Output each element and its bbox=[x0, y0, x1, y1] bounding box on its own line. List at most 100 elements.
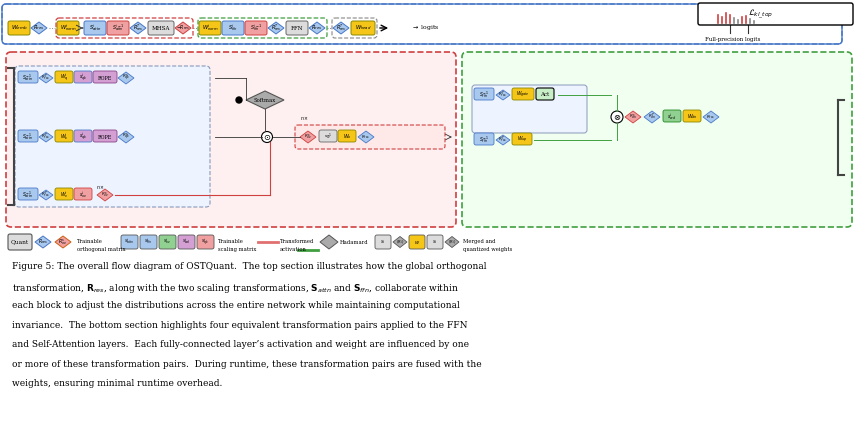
Text: orthogonal matrix: orthogonal matrix bbox=[77, 247, 126, 252]
Text: Act: Act bbox=[540, 92, 550, 98]
FancyBboxPatch shape bbox=[427, 235, 443, 249]
FancyBboxPatch shape bbox=[375, 235, 391, 249]
FancyBboxPatch shape bbox=[15, 66, 210, 207]
Text: $W_{norm}^i$: $W_{norm}^i$ bbox=[201, 23, 218, 34]
Text: $W_q^i$: $W_q^i$ bbox=[59, 72, 68, 84]
Text: $S_{attn}^{i-1}$: $S_{attn}^{i-1}$ bbox=[112, 23, 124, 34]
Text: $R_{qk}^s$: $R_{qk}^s$ bbox=[122, 73, 130, 83]
Text: $S_{attn}^{-1}$: $S_{attn}^{-1}$ bbox=[22, 132, 34, 143]
Polygon shape bbox=[130, 22, 146, 34]
FancyBboxPatch shape bbox=[57, 21, 79, 35]
Text: $R_{ov}^s$: $R_{ov}^s$ bbox=[304, 133, 312, 141]
FancyBboxPatch shape bbox=[8, 234, 32, 250]
Text: $R_{res}$: $R_{res}$ bbox=[34, 24, 45, 32]
Text: $R_{dn}^s$: $R_{dn}^s$ bbox=[629, 112, 637, 122]
FancyBboxPatch shape bbox=[512, 88, 534, 100]
Polygon shape bbox=[97, 189, 113, 201]
Text: weights, ensuring minimal runtime overhead.: weights, ensuring minimal runtime overhe… bbox=[12, 379, 223, 388]
Text: $W_o$: $W_o$ bbox=[342, 133, 352, 141]
Text: scaling matrix: scaling matrix bbox=[218, 247, 256, 252]
Polygon shape bbox=[703, 111, 719, 123]
Polygon shape bbox=[35, 236, 51, 248]
Polygon shape bbox=[309, 22, 325, 34]
Text: $s_{wd}^i$: $s_{wd}^i$ bbox=[667, 112, 677, 123]
Text: $S_{attn}^{-1}$: $S_{attn}^{-1}$ bbox=[22, 73, 34, 83]
Text: ROPE: ROPE bbox=[98, 75, 112, 81]
Text: $S_{qk}^i$: $S_{qk}^i$ bbox=[201, 236, 209, 248]
FancyBboxPatch shape bbox=[663, 110, 681, 122]
Text: Trainable: Trainable bbox=[218, 239, 244, 244]
Text: $S_{attn}^i$: $S_{attn}^i$ bbox=[89, 23, 101, 34]
Text: transformation, $\mathbf{R}_{res}$, along with the two scaling transformations, : transformation, $\mathbf{R}_{res}$, alon… bbox=[12, 282, 458, 294]
Polygon shape bbox=[39, 190, 53, 200]
Text: $R_{res}$: $R_{res}$ bbox=[38, 238, 48, 246]
FancyBboxPatch shape bbox=[159, 235, 176, 249]
Text: $R_{res}^T$: $R_{res}^T$ bbox=[271, 23, 281, 34]
FancyBboxPatch shape bbox=[6, 52, 456, 227]
Text: $S_{ffn}^{i-1}$: $S_{ffn}^{i-1}$ bbox=[249, 23, 262, 34]
Polygon shape bbox=[625, 111, 641, 123]
FancyBboxPatch shape bbox=[18, 130, 38, 142]
Text: $W_{dn}$: $W_{dn}$ bbox=[686, 112, 697, 122]
Text: Merged and: Merged and bbox=[463, 239, 495, 244]
FancyBboxPatch shape bbox=[84, 21, 106, 35]
FancyBboxPatch shape bbox=[148, 21, 174, 35]
Text: $S_i$: $S_i$ bbox=[433, 238, 438, 246]
Text: $-R_{res}$: $-R_{res}$ bbox=[176, 24, 190, 32]
Text: MHSA: MHSA bbox=[151, 25, 170, 31]
Text: $R_{res}^T$: $R_{res}^T$ bbox=[41, 73, 51, 83]
FancyBboxPatch shape bbox=[199, 21, 221, 35]
Polygon shape bbox=[118, 72, 134, 84]
FancyBboxPatch shape bbox=[18, 71, 38, 83]
Text: Trainable: Trainable bbox=[77, 239, 103, 244]
Text: $R_{res}^T$: $R_{res}^T$ bbox=[132, 23, 144, 34]
Text: $\mathcal{L}_{kl\_top}$: $\mathcal{L}_{kl\_top}$ bbox=[748, 7, 773, 21]
Text: $S_{attn}^{-1}$: $S_{attn}^{-1}$ bbox=[22, 190, 34, 201]
Text: $\odot$: $\odot$ bbox=[263, 133, 271, 142]
Text: Softmax: Softmax bbox=[254, 98, 276, 102]
Text: quantized weights: quantized weights bbox=[463, 247, 513, 252]
Polygon shape bbox=[320, 235, 338, 249]
FancyBboxPatch shape bbox=[55, 71, 73, 83]
Polygon shape bbox=[496, 90, 510, 100]
Text: $W_k^i$: $W_k^i$ bbox=[59, 132, 68, 143]
Text: $R_{res}^T$: $R_{res}^T$ bbox=[335, 23, 347, 34]
Text: each block to adjust the distributions across the entire network while maintaini: each block to adjust the distributions a… bbox=[12, 301, 460, 310]
Text: $s_{ov}^i$: $s_{ov}^i$ bbox=[79, 190, 87, 201]
Text: $R_{res}^T$: $R_{res}^T$ bbox=[498, 135, 507, 145]
Text: Figure 5: The overall flow diagram of OSTQuant.  The top section illustrates how: Figure 5: The overall flow diagram of OS… bbox=[12, 262, 487, 271]
Text: $W_{up}$: $W_{up}$ bbox=[517, 135, 527, 145]
Text: Hadamard: Hadamard bbox=[340, 239, 369, 245]
FancyBboxPatch shape bbox=[683, 110, 701, 122]
Polygon shape bbox=[300, 131, 316, 143]
FancyBboxPatch shape bbox=[74, 130, 92, 142]
FancyBboxPatch shape bbox=[197, 235, 214, 249]
FancyBboxPatch shape bbox=[107, 21, 129, 35]
FancyBboxPatch shape bbox=[474, 88, 494, 100]
Text: $s_{qk}^i$: $s_{qk}^i$ bbox=[79, 72, 87, 84]
Text: $W_v^i$: $W_v^i$ bbox=[59, 190, 68, 201]
FancyBboxPatch shape bbox=[74, 188, 92, 200]
FancyBboxPatch shape bbox=[178, 235, 195, 249]
Text: $W_{head}$: $W_{head}$ bbox=[355, 24, 372, 32]
FancyBboxPatch shape bbox=[18, 188, 38, 200]
Text: $W_{emb}$: $W_{emb}$ bbox=[10, 24, 28, 32]
Text: $n\times$: $n\times$ bbox=[96, 183, 105, 191]
Text: $R_{ov}^s$: $R_{ov}^s$ bbox=[101, 191, 109, 199]
Text: $S_{ffn}^{-1}$: $S_{ffn}^{-1}$ bbox=[479, 90, 488, 100]
FancyBboxPatch shape bbox=[338, 130, 356, 142]
Text: $S_{ov}^i$: $S_{ov}^i$ bbox=[163, 237, 171, 247]
Text: Full-precision logits: Full-precision logits bbox=[704, 37, 760, 41]
Polygon shape bbox=[246, 91, 284, 109]
Text: $R_{res}^T$: $R_{res}^T$ bbox=[41, 190, 51, 200]
FancyBboxPatch shape bbox=[245, 21, 267, 35]
Polygon shape bbox=[118, 131, 134, 143]
Text: ROPE: ROPE bbox=[98, 134, 112, 140]
Polygon shape bbox=[644, 111, 660, 123]
Text: $W_{gate}$: $W_{gate}$ bbox=[516, 90, 530, 100]
Polygon shape bbox=[268, 22, 284, 34]
Text: FFN: FFN bbox=[291, 25, 304, 31]
Polygon shape bbox=[496, 135, 510, 145]
Text: $R_{res}$: $R_{res}$ bbox=[706, 113, 716, 121]
Polygon shape bbox=[358, 131, 374, 143]
